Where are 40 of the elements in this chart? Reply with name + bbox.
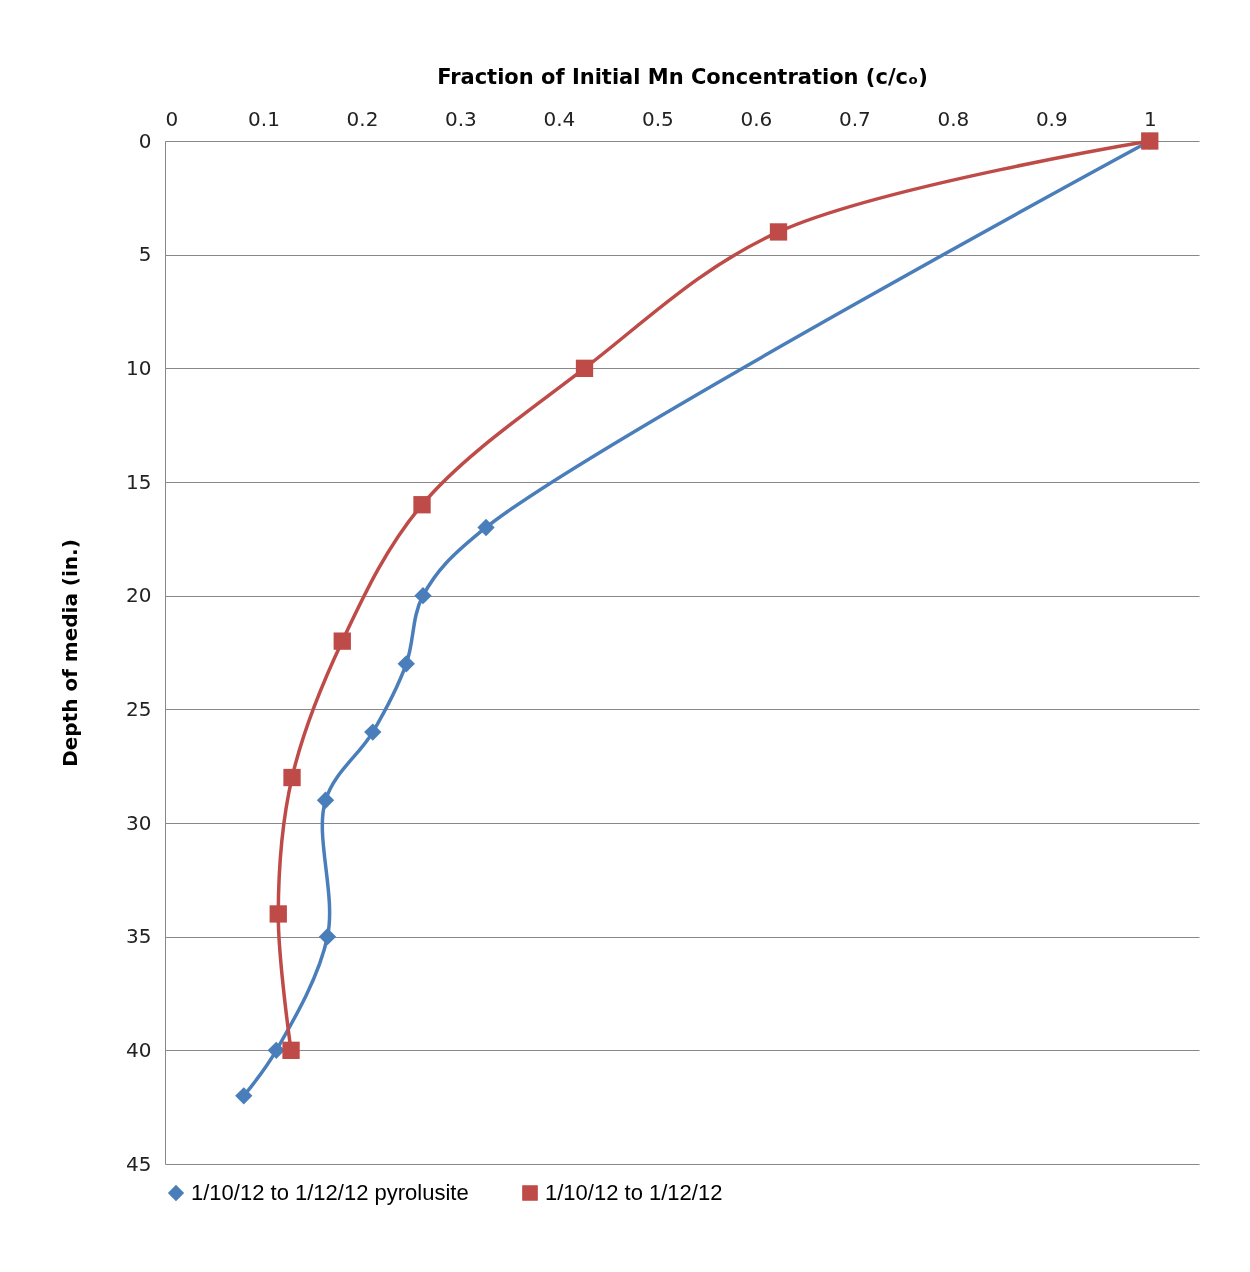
- point: [235, 1087, 253, 1105]
- x-tick-label: 0.4: [543, 106, 576, 131]
- x-tick-label: 0.5: [641, 106, 674, 131]
- point: [282, 1041, 300, 1059]
- x-tick-label: 0.8: [937, 106, 970, 131]
- legend-label: 1/10/12 to 1/12/12: [545, 1180, 723, 1205]
- y-tick-label: 10: [126, 355, 152, 380]
- y-tick-label: 35: [126, 924, 152, 949]
- x-axis-title: Fraction of Initial Mn Concentration (c/cₒ): [437, 64, 928, 89]
- y-tick-label: 45: [126, 1151, 152, 1176]
- y-tick-label: 30: [126, 810, 152, 835]
- point: [316, 791, 335, 809]
- x-tick-label: 0.1: [248, 106, 280, 131]
- point: [769, 223, 788, 241]
- point: [318, 928, 337, 946]
- x-tick-label: 1: [1143, 106, 1157, 131]
- y-tick-label: 15: [126, 469, 152, 494]
- y-tick-label: 25: [126, 696, 152, 721]
- point: [283, 768, 301, 787]
- point: [333, 632, 351, 650]
- y-axis-title: Depth of media (in.): [58, 539, 83, 767]
- y-tick-label: 40: [126, 1037, 152, 1062]
- point: [575, 359, 594, 377]
- point: [414, 587, 432, 605]
- y-tick-label: 0: [138, 128, 152, 153]
- x-tick-label: 0.6: [740, 106, 773, 131]
- point: [413, 496, 431, 514]
- x-tick-label: 0.9: [1035, 106, 1068, 131]
- y-tick-label: 20: [126, 583, 152, 608]
- x-tick-label: 0: [165, 106, 179, 131]
- point: [397, 655, 415, 673]
- point: [267, 1041, 285, 1059]
- point: [364, 723, 382, 741]
- legend-label: 1/10/12 to 1/12/12 pyrolusite: [191, 1180, 469, 1205]
- point: [269, 905, 287, 923]
- point: [477, 518, 495, 537]
- x-tick-label: 0.3: [445, 106, 477, 131]
- x-tick-label: 0.7: [838, 106, 871, 131]
- y-tick-label: 5: [138, 242, 152, 267]
- x-tick-label: 0.2: [346, 106, 379, 131]
